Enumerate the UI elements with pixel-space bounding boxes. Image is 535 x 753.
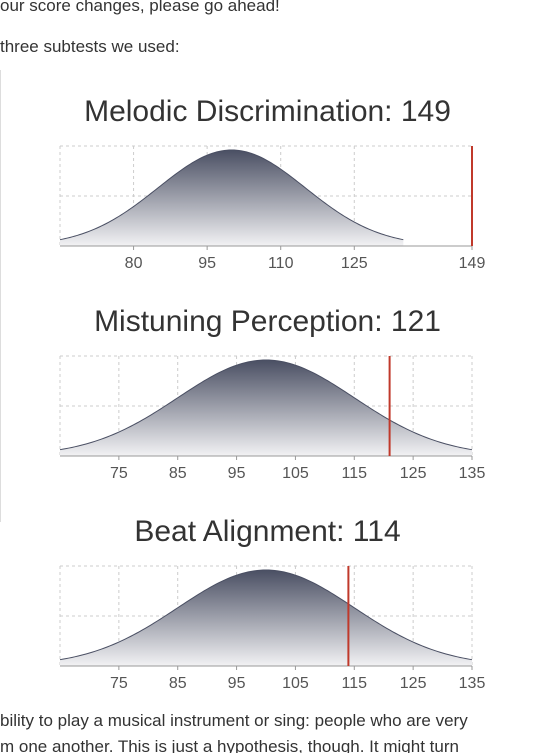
x-tick-label: 125 xyxy=(400,675,427,692)
x-tick-label: 110 xyxy=(268,255,294,272)
x-tick-label: 105 xyxy=(282,465,309,482)
distribution-curve-line xyxy=(59,149,404,241)
x-tick-label: 95 xyxy=(228,465,246,482)
x-tick-label: 149 xyxy=(459,255,486,272)
x-tick-label: 105 xyxy=(282,675,309,692)
x-tick-label: 80 xyxy=(125,255,143,272)
x-tick-label: 85 xyxy=(169,465,187,482)
x-tick-label: 125 xyxy=(341,255,368,272)
distribution-area xyxy=(60,570,472,666)
chart-beat-alignment: 75 85 95 105 115 125 135 xyxy=(59,565,486,692)
x-tick-label: 125 xyxy=(400,465,427,482)
paragraph-intro-line: three subtests we used: xyxy=(0,37,180,56)
x-tick-label: 115 xyxy=(342,465,368,482)
chart-mistuning-perception: 75 85 95 105 115 125 135 xyxy=(59,355,486,482)
distribution-curve-line xyxy=(59,359,473,451)
x-tick-label: 115 xyxy=(342,675,368,692)
chart-melodic-discrimination: 80 95 110 125 149 xyxy=(59,145,486,272)
paragraph-bottom-line-2: m one another. This is just a hypothesis… xyxy=(0,737,459,753)
distribution-area xyxy=(60,150,404,246)
chart-title-mistuning-perception: Mistuning Perception: 121 xyxy=(94,305,441,338)
x-tick-label: 135 xyxy=(459,675,486,692)
x-tick-label: 75 xyxy=(110,465,128,482)
x-tick-label: 95 xyxy=(228,675,246,692)
x-tick-label: 75 xyxy=(110,675,128,692)
paragraph-bottom-line-1: bility to play a musical instrument or s… xyxy=(0,711,468,730)
distribution-area xyxy=(60,360,472,456)
distribution-curve-line xyxy=(59,569,473,661)
chart-title-beat-alignment: Beat Alignment: 114 xyxy=(134,515,401,548)
paragraph-top-line: our score changes, please go ahead! xyxy=(0,0,280,15)
chart-title-melodic-discrimination: Melodic Discrimination: 149 xyxy=(84,95,451,128)
x-tick-label: 135 xyxy=(459,465,486,482)
x-tick-label: 95 xyxy=(198,255,216,272)
x-tick-label: 85 xyxy=(169,675,187,692)
content-left-border xyxy=(0,70,1,522)
